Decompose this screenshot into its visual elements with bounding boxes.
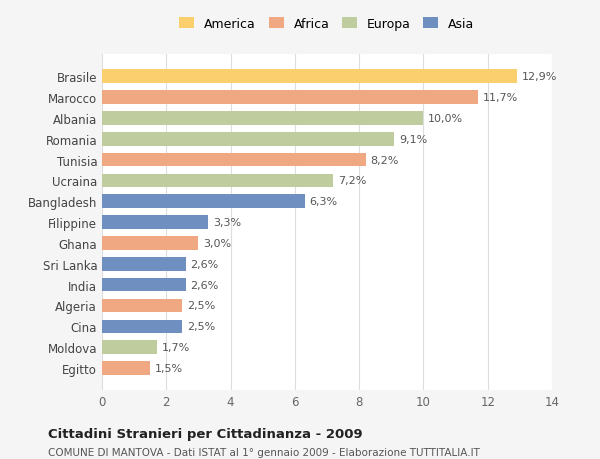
Bar: [102, 257, 185, 271]
Text: 9,1%: 9,1%: [400, 134, 428, 145]
Text: COMUNE DI MANTOVA - Dati ISTAT al 1° gennaio 2009 - Elaborazione TUTTITALIA.IT: COMUNE DI MANTOVA - Dati ISTAT al 1° gen…: [48, 448, 480, 458]
Bar: [102, 153, 365, 167]
Text: 3,0%: 3,0%: [203, 238, 232, 248]
Bar: [102, 237, 199, 250]
Bar: [102, 91, 478, 105]
Text: Cittadini Stranieri per Cittadinanza - 2009: Cittadini Stranieri per Cittadinanza - 2…: [48, 427, 362, 440]
Bar: [102, 278, 185, 292]
Bar: [102, 70, 517, 84]
Bar: [102, 216, 208, 230]
Text: 2,6%: 2,6%: [190, 280, 218, 290]
Bar: [102, 299, 182, 313]
Bar: [102, 112, 424, 125]
Text: 11,7%: 11,7%: [483, 93, 518, 103]
Text: 8,2%: 8,2%: [370, 155, 399, 165]
Text: 3,3%: 3,3%: [213, 218, 241, 228]
Bar: [102, 174, 334, 188]
Text: 7,2%: 7,2%: [338, 176, 367, 186]
Bar: [102, 341, 157, 354]
Text: 2,5%: 2,5%: [187, 322, 215, 331]
Text: 12,9%: 12,9%: [521, 72, 557, 82]
Bar: [102, 133, 395, 146]
Text: 2,5%: 2,5%: [187, 301, 215, 311]
Bar: [102, 361, 150, 375]
Text: 1,5%: 1,5%: [155, 363, 183, 373]
Text: 2,6%: 2,6%: [190, 259, 218, 269]
Bar: [102, 195, 305, 208]
Bar: [102, 320, 182, 333]
Text: 1,7%: 1,7%: [161, 342, 190, 353]
Text: 10,0%: 10,0%: [428, 114, 463, 123]
Text: 6,3%: 6,3%: [310, 197, 337, 207]
Legend: America, Africa, Europa, Asia: America, Africa, Europa, Asia: [179, 18, 475, 31]
